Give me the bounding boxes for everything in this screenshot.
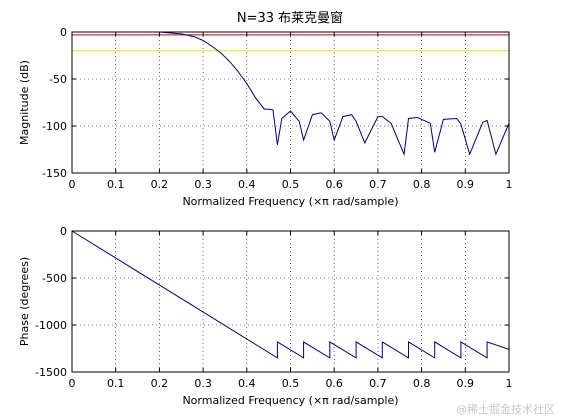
x-tick-label: 1 [506,377,513,390]
magnitude-plot: 0 0.1 0.2 0.3 0.4 0.5 0.6 0.7 0.8 0.9 1 0 -50 -100 -15… [18,26,513,208]
x-tick-label: 0.1 [107,377,125,390]
x-tick-label: 0.2 [151,178,169,191]
x-tick-label: 0.9 [457,377,475,390]
y-axis-label: Magnitude (dB) [18,60,31,145]
chart-title: N=33 布莱克曼窗 [237,10,343,26]
x-tick-label: 0.4 [238,178,256,191]
y-axis-label: Phase (degrees) [18,257,31,346]
x-tick-label: 0.2 [151,377,169,390]
y-tick-label: -500 [42,272,67,285]
x-tick-label: 1 [506,178,513,191]
phase-plot: 0 0.1 0.2 0.3 0.4 0.5 0.6 0.7 0.8 0.9 1 0 -500 -1000 -… [18,225,513,407]
x-tick-label: 0.7 [369,178,387,191]
x-tick-label: 0.6 [325,377,343,390]
x-tick-label: 0.6 [325,178,343,191]
y-tick-label: -1500 [35,366,67,379]
y-tick-label: -100 [42,120,67,133]
x-tick-label: 0.1 [107,178,125,191]
x-tick-label: 0.5 [282,377,300,390]
axes-background [72,231,509,372]
axes-background [72,32,509,173]
x-tick-label: 0.8 [413,377,431,390]
x-tick-label: 0.8 [413,178,431,191]
x-tick-label: 0.9 [457,178,475,191]
y-tick-label: 0 [60,225,67,238]
x-tick-label: 0.3 [194,178,212,191]
x-axis-label: Normalized Frequency (×π rad/sample) [182,394,398,407]
series-line [72,31,510,157]
y-tick-label: 0 [60,26,67,39]
watermark: @稀土掘金技术社区 [456,403,555,416]
y-tick-label: -50 [49,73,67,86]
x-tick-label: 0 [69,178,76,191]
x-tick-label: 0.5 [282,178,300,191]
x-tick-label: 0.7 [369,377,387,390]
x-tick-label: 0.3 [194,377,212,390]
x-tick-label: 0.4 [238,377,256,390]
y-tick-label: -150 [42,167,67,180]
y-tick-label: -1000 [35,319,67,332]
series-line [71,230,510,359]
x-tick-label: 0 [69,377,76,390]
x-axis-label: Normalized Frequency (×π rad/sample) [182,195,398,208]
